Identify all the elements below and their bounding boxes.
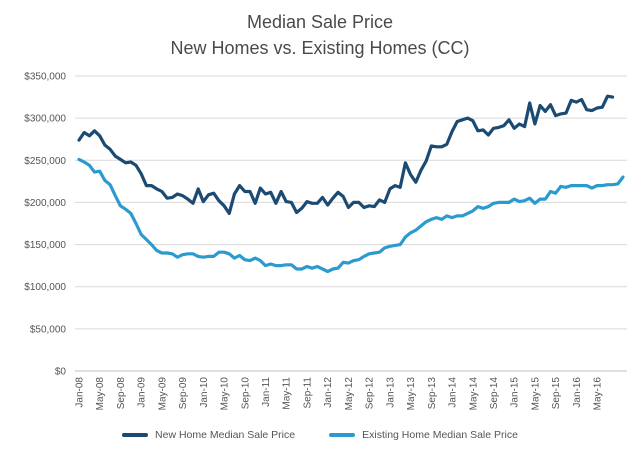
- x-tick-label: Jan-16: [572, 377, 583, 408]
- x-tick-label: May-15: [530, 377, 541, 411]
- x-tick-label: Jan-08: [75, 377, 86, 408]
- chart-title: Median Sale Price: [246, 12, 394, 32]
- x-tick-label: Jan-09: [137, 377, 148, 408]
- x-tick-label: Jan-11: [261, 377, 272, 407]
- legend-swatch-existing-home: [329, 433, 356, 437]
- series-line-existing-home: [77, 157, 625, 274]
- legend-swatch-new-home: [122, 433, 149, 437]
- legend-label-existing-home: Existing Home Median Sale Price: [362, 429, 518, 441]
- x-tick-label: Sep-11: [302, 377, 313, 409]
- x-tick-label: Sep-09: [178, 377, 189, 410]
- x-tick-label: Sep-12: [365, 377, 376, 410]
- legend-item-new-home: New Home Median Sale Price: [122, 429, 295, 441]
- chart-subtitle: New Homes vs. Existing Homes (CC): [170, 38, 470, 58]
- x-tick-label: Sep-15: [551, 377, 562, 410]
- series-line-new-home: [77, 94, 615, 215]
- x-tick-label: May-14: [468, 377, 479, 411]
- y-tick-label: $250,000: [24, 156, 66, 167]
- legend-label-new-home: New Home Median Sale Price: [155, 429, 296, 441]
- y-tick-label: $50,000: [30, 324, 67, 335]
- x-tick-label: Jan-13: [385, 377, 396, 408]
- x-tick-label: May-11: [282, 377, 293, 410]
- y-tick-label: $0: [55, 367, 67, 378]
- legend: New Home Median Sale Price Existing Home…: [0, 429, 640, 441]
- x-tick-label: May-13: [406, 377, 417, 411]
- x-tick-label: May-08: [95, 377, 106, 411]
- x-tick-label: Sep-13: [427, 377, 438, 410]
- x-tick-label: Sep-14: [489, 377, 500, 410]
- x-tick-label: May-16: [593, 377, 604, 411]
- y-tick-label: $200,000: [24, 198, 66, 209]
- x-tick-label: Sep-10: [240, 377, 251, 410]
- x-tick-label: Jan-10: [199, 377, 210, 408]
- x-tick-label: Jan-12: [323, 377, 334, 408]
- y-tick-label: $100,000: [24, 282, 66, 293]
- x-tick-label: May-09: [157, 377, 168, 411]
- x-tick-label: May-12: [344, 377, 355, 411]
- y-tick-label: $300,000: [24, 114, 66, 125]
- x-tick-label: Jan-15: [510, 377, 521, 408]
- y-tick-label: $350,000: [24, 72, 66, 83]
- x-tick-label: May-10: [220, 377, 231, 411]
- y-tick-label: $150,000: [24, 240, 66, 251]
- x-tick-label: Sep-08: [116, 377, 127, 410]
- x-tick-label: Jan-14: [448, 377, 459, 408]
- legend-item-existing-home: Existing Home Median Sale Price: [329, 429, 518, 441]
